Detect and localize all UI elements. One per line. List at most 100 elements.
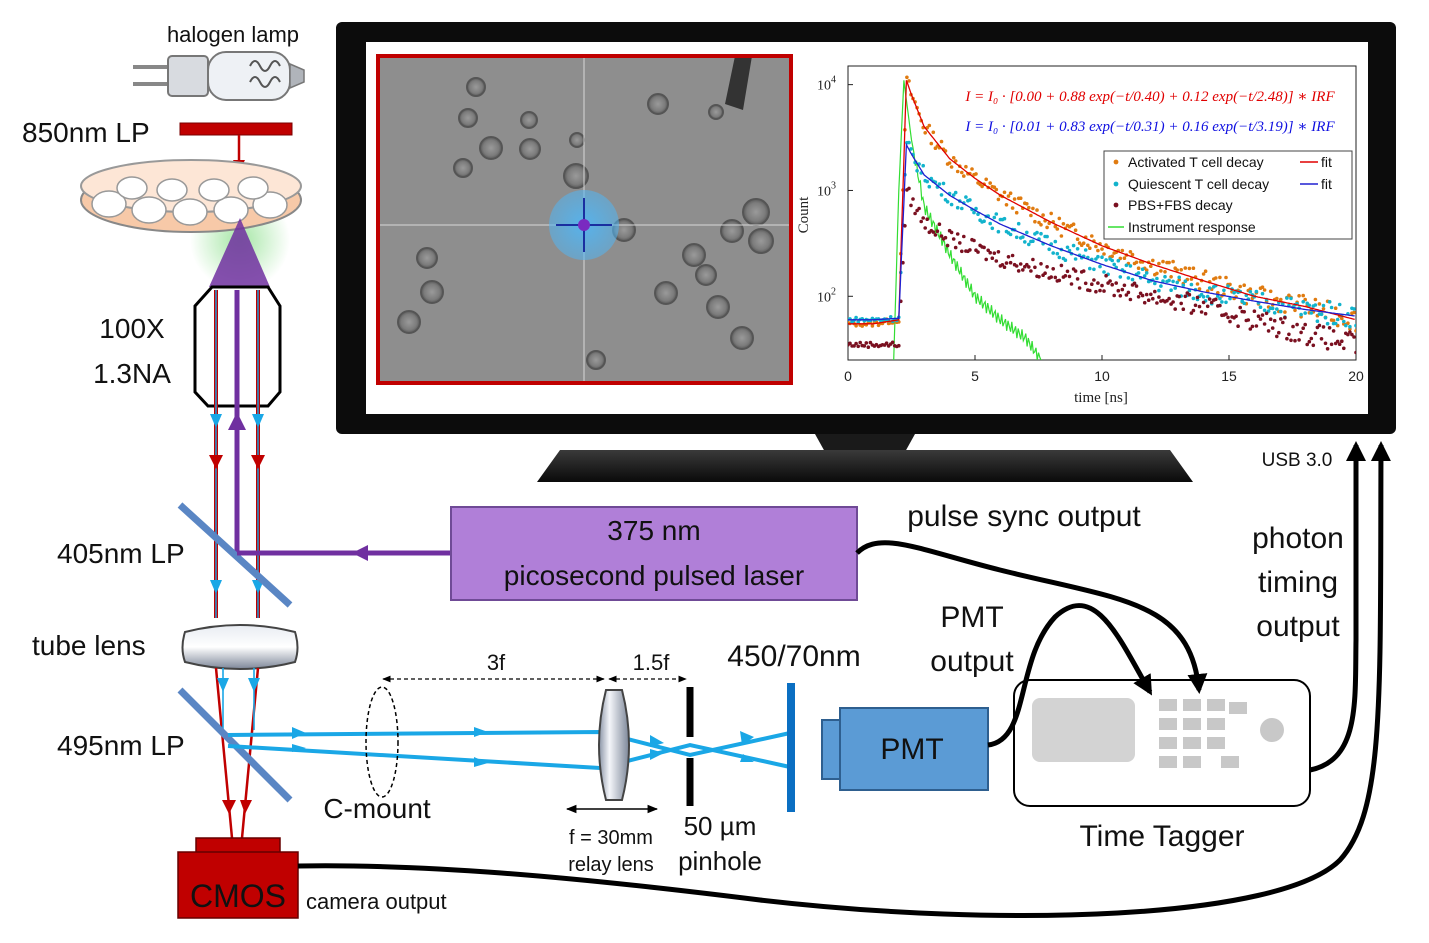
data-point bbox=[1132, 281, 1137, 286]
data-point bbox=[1327, 300, 1332, 304]
data-point bbox=[1002, 216, 1007, 221]
data-point bbox=[1171, 279, 1175, 284]
data-point bbox=[1256, 314, 1261, 319]
pulse-sync-cable bbox=[855, 540, 1208, 694]
data-point bbox=[1008, 260, 1013, 265]
data-point bbox=[1252, 309, 1257, 314]
data-point bbox=[901, 260, 905, 265]
data-point bbox=[1187, 292, 1192, 297]
data-point bbox=[1342, 346, 1346, 351]
objective-na-label: 1.3NA bbox=[93, 358, 171, 389]
data-point bbox=[937, 222, 942, 226]
data-point bbox=[1317, 302, 1322, 306]
data-point bbox=[1285, 296, 1289, 300]
data-point bbox=[1059, 263, 1064, 268]
data-point bbox=[1283, 315, 1287, 320]
equation-quiescent: I = I₀ · [0.01 + 0.83 exp(−t/0.31) + 0.1… bbox=[964, 119, 1335, 135]
data-point bbox=[1321, 307, 1326, 311]
data-point bbox=[1203, 311, 1208, 316]
usb-label: USB 3.0 bbox=[1262, 450, 1333, 471]
data-point bbox=[1088, 288, 1092, 293]
data-point bbox=[968, 198, 972, 202]
data-point bbox=[992, 185, 997, 189]
data-point bbox=[1021, 235, 1025, 239]
data-point bbox=[1153, 289, 1157, 294]
data-point bbox=[905, 75, 909, 80]
data-point bbox=[1104, 273, 1108, 278]
data-point bbox=[1045, 265, 1049, 269]
data-point bbox=[1203, 269, 1208, 274]
data-point bbox=[1063, 274, 1068, 278]
pulse-sync-label: pulse sync output bbox=[907, 500, 1141, 533]
data-point bbox=[1270, 306, 1275, 311]
data-point bbox=[992, 251, 997, 255]
data-point bbox=[1092, 278, 1096, 282]
monitor-stand bbox=[537, 450, 1193, 482]
data-point bbox=[1275, 307, 1279, 311]
data-point bbox=[862, 344, 867, 348]
series-quiescent-t-cell-decay bbox=[848, 140, 1356, 329]
data-point bbox=[1008, 191, 1013, 195]
data-point bbox=[1144, 268, 1149, 273]
data-point bbox=[1045, 225, 1049, 230]
data-point bbox=[1088, 266, 1092, 271]
data-point bbox=[1254, 324, 1259, 328]
c-mount-outline bbox=[365, 686, 399, 798]
data-point bbox=[1096, 281, 1100, 285]
legend-label-irf: Instrument response bbox=[1128, 219, 1256, 235]
data-point bbox=[1151, 296, 1155, 301]
data-point bbox=[1031, 206, 1035, 211]
data-point bbox=[1155, 271, 1159, 276]
equation-activated: I = I₀ · [0.00 + 0.88 exp(−t/0.40) + 0.1… bbox=[964, 89, 1335, 105]
data-point bbox=[1329, 342, 1334, 347]
monitor-neck bbox=[815, 434, 915, 452]
data-point bbox=[943, 235, 948, 240]
cmos-camera: CMOS camera output bbox=[177, 837, 447, 919]
data-point bbox=[1039, 223, 1043, 227]
data-point bbox=[1242, 310, 1246, 314]
data-point bbox=[1197, 287, 1202, 291]
data-point bbox=[1175, 268, 1179, 272]
data-point bbox=[1297, 338, 1301, 342]
post-tube-beams bbox=[214, 667, 260, 839]
data-point bbox=[976, 212, 980, 216]
data-point bbox=[1057, 278, 1062, 283]
data-point bbox=[1149, 292, 1153, 297]
data-point bbox=[1183, 294, 1188, 299]
legend-marker-pbs bbox=[1113, 202, 1119, 208]
bandpass-label: 450/70nm bbox=[727, 640, 860, 673]
data-point bbox=[1352, 335, 1356, 339]
data-point bbox=[1248, 287, 1253, 291]
data-point bbox=[1214, 276, 1218, 280]
data-point bbox=[935, 229, 940, 233]
data-point bbox=[927, 184, 932, 189]
data-point bbox=[1110, 282, 1114, 287]
data-point bbox=[1218, 303, 1222, 308]
data-point bbox=[974, 172, 978, 176]
data-point bbox=[984, 177, 988, 182]
data-point bbox=[1248, 327, 1253, 331]
data-point bbox=[1199, 310, 1204, 314]
data-point bbox=[1279, 309, 1283, 314]
data-point bbox=[1325, 347, 1330, 351]
data-point bbox=[986, 248, 990, 253]
data-point bbox=[1035, 230, 1039, 235]
data-point bbox=[907, 79, 911, 83]
data-point bbox=[1313, 303, 1318, 307]
legend-marker-quiescent bbox=[1113, 181, 1119, 187]
data-point bbox=[1116, 258, 1121, 263]
data-point bbox=[951, 237, 956, 241]
data-point bbox=[1262, 322, 1267, 326]
data-point bbox=[1201, 295, 1206, 299]
data-point bbox=[1128, 297, 1133, 302]
data-point bbox=[1309, 311, 1314, 315]
laser-arrow-up bbox=[228, 412, 246, 430]
camera-output-cable bbox=[297, 441, 1391, 918]
data-point bbox=[1098, 264, 1102, 269]
data-point bbox=[1228, 296, 1232, 301]
data-point bbox=[1258, 305, 1263, 310]
data-point bbox=[1313, 331, 1318, 336]
data-point bbox=[1161, 279, 1165, 283]
data-point bbox=[868, 340, 873, 345]
data-point bbox=[1181, 307, 1186, 312]
